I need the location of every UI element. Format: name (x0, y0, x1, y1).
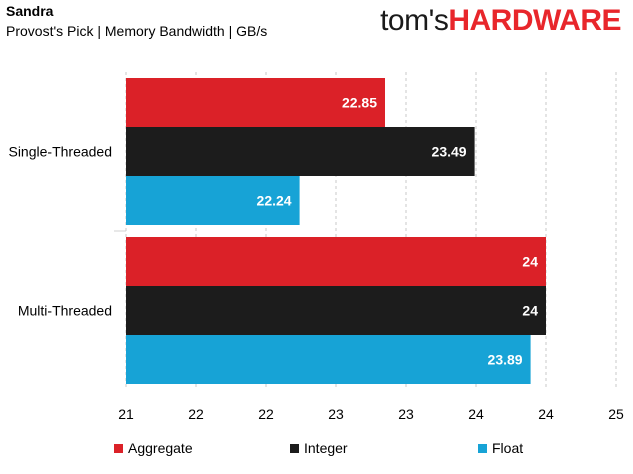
bar-group: 22.85 23.49 22.24 24 24 23.89 (126, 78, 546, 384)
x-tick-label: 23 (398, 406, 414, 422)
x-axis: 21 22 22 23 23 24 24 25 (118, 406, 624, 422)
legend-item-float: Float (478, 440, 523, 456)
legend-item-integer: Integer (290, 440, 348, 456)
bar-value-label: 22.24 (257, 193, 292, 209)
legend-label: Float (492, 440, 524, 456)
bar-value-label: 23.49 (432, 144, 467, 160)
x-tick-label: 23 (328, 406, 344, 422)
brand-logo: tom'sHARDWARE (380, 4, 621, 38)
legend-swatch (478, 443, 487, 453)
brand-logo-suffix: HARDWARE (448, 4, 621, 37)
x-tick-label: 21 (118, 406, 134, 422)
chart-subtitle: Provost's Pick | Memory Bandwidth | GB/s (6, 23, 268, 39)
bar-aggregate (126, 237, 546, 286)
bar-float (126, 335, 531, 384)
x-tick-label: 24 (538, 406, 554, 422)
bar-aggregate (126, 78, 385, 127)
bar-integer (126, 286, 546, 335)
legend-label: Aggregate (128, 440, 193, 456)
bar-value-label: 24 (522, 254, 538, 270)
y-axis: Single-Threaded Multi-Threaded (8, 144, 112, 319)
legend-item-aggregate: Aggregate (114, 440, 193, 456)
legend-swatch (290, 443, 299, 453)
x-tick-label: 24 (468, 406, 484, 422)
category-label: Multi-Threaded (18, 303, 112, 319)
brand-logo-prefix: tom's (380, 4, 449, 37)
x-tick-label: 25 (608, 406, 624, 422)
chart-title: Sandra (6, 3, 54, 19)
category-label: Single-Threaded (8, 144, 112, 160)
x-tick-label: 22 (258, 406, 274, 422)
legend-swatch (114, 443, 123, 453)
legend: Aggregate Integer Float (0, 440, 633, 460)
bar-integer (126, 127, 475, 176)
bar-value-label: 22.85 (342, 95, 377, 111)
legend-label: Integer (304, 440, 348, 456)
bar-value-label: 23.89 (488, 352, 523, 368)
x-tick-label: 22 (188, 406, 204, 422)
bar-float (126, 176, 300, 225)
bar-value-label: 24 (522, 303, 538, 319)
